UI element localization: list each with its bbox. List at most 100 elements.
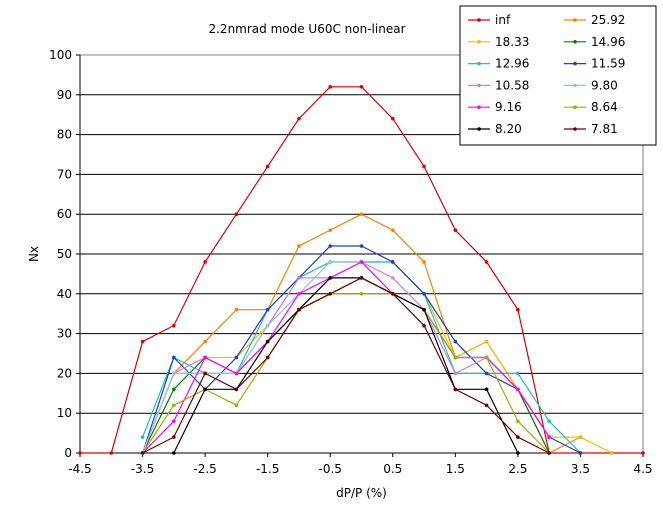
legend-item: 9.16 (468, 100, 522, 114)
legend: inf 25.92 18.33 14.96 12.96 11.59 10.58 9.80 9.1… (459, 5, 657, 146)
legend-item: 7.81 (564, 122, 618, 136)
data-point (453, 228, 458, 232)
data-point (516, 435, 520, 439)
data-point (359, 244, 364, 248)
y-tick-label: 80 (57, 128, 72, 142)
data-point (140, 435, 145, 439)
data-point (484, 403, 489, 408)
data-point (328, 228, 333, 232)
data-point (234, 387, 239, 392)
legend-item: 9.80 (564, 78, 618, 92)
data-point (265, 164, 270, 169)
data-point (359, 276, 364, 280)
legend-item: 8.64 (564, 100, 618, 114)
data-point (328, 244, 333, 248)
data-point (484, 260, 489, 264)
data-point (547, 419, 551, 423)
data-point (109, 451, 114, 455)
data-point (265, 307, 270, 312)
series-line (142, 293, 550, 454)
y-tick-label: 10 (57, 406, 72, 420)
data-point (328, 292, 333, 296)
legend-marker (573, 61, 577, 66)
data-point (203, 371, 207, 376)
data-point (516, 307, 520, 312)
data-point (453, 355, 458, 360)
x-tick-label: 2.5 (508, 462, 527, 476)
data-point (172, 451, 176, 455)
legend-label: 14.96 (591, 35, 625, 49)
legend-marker (477, 40, 481, 44)
data-point (328, 260, 333, 264)
data-point (265, 355, 270, 360)
legend-label: 10.58 (495, 78, 529, 92)
legend-label: 7.81 (591, 122, 618, 136)
data-point (234, 307, 239, 312)
y-tick-label: 40 (57, 287, 72, 301)
x-tick-label: -2.5 (193, 462, 216, 476)
series-7.81 (140, 276, 551, 455)
y-tick-label: 30 (57, 327, 72, 341)
data-point (390, 276, 395, 280)
legend-marker (573, 83, 577, 88)
data-point (203, 260, 207, 264)
x-tick-label: 0.5 (383, 462, 402, 476)
y-tick-label: 60 (57, 207, 72, 221)
data-point (172, 419, 176, 423)
data-point (203, 387, 207, 392)
y-tick-label: 50 (57, 247, 72, 261)
data-point (203, 355, 207, 360)
data-point (516, 419, 520, 423)
x-axis-label: dP/P (%) (336, 486, 387, 500)
y-tick-label: 70 (57, 167, 72, 181)
x-tick-label: 1.5 (446, 462, 465, 476)
data-point (78, 451, 82, 455)
data-point (609, 451, 614, 455)
data-point (390, 292, 395, 296)
y-tick-label: 20 (57, 366, 72, 380)
legend-item: 11.59 (564, 57, 625, 71)
legend-item: 18.33 (468, 35, 529, 49)
legend-item: 10.58 (468, 78, 529, 92)
data-point (172, 435, 176, 439)
legend-label: 11.59 (591, 57, 625, 71)
data-point (140, 339, 145, 344)
data-point (422, 307, 426, 312)
y-axis-label: Nx (27, 246, 41, 262)
data-point (422, 323, 426, 328)
series-layer (78, 85, 645, 455)
data-point (484, 371, 489, 376)
legend-label: inf (495, 13, 511, 27)
data-point (297, 116, 301, 121)
y-tick-label: 100 (49, 48, 72, 62)
data-point (203, 339, 207, 344)
data-point (234, 403, 239, 408)
legend-marker (573, 18, 577, 22)
x-tick-label: -4.5 (68, 462, 91, 476)
data-point (484, 339, 489, 344)
data-point (359, 260, 364, 264)
data-point (390, 116, 395, 121)
data-point (422, 292, 426, 296)
x-tick-label: 4.5 (633, 462, 652, 476)
legend-marker (477, 61, 481, 66)
legend-marker (477, 83, 481, 88)
legend-label: 18.33 (495, 35, 529, 49)
data-point (422, 260, 426, 264)
data-point (453, 371, 458, 376)
data-point (172, 403, 176, 408)
data-point (265, 339, 270, 344)
data-point (172, 355, 176, 360)
data-point (422, 164, 426, 169)
data-point (172, 387, 176, 392)
data-point (516, 387, 520, 392)
legend-label: 25.92 (591, 13, 625, 27)
data-point (359, 85, 364, 89)
data-point (484, 355, 489, 360)
legend-label: 9.16 (495, 100, 522, 114)
data-point (578, 451, 583, 455)
data-point (516, 371, 520, 376)
data-point (234, 371, 239, 376)
legend-marker (573, 127, 577, 131)
